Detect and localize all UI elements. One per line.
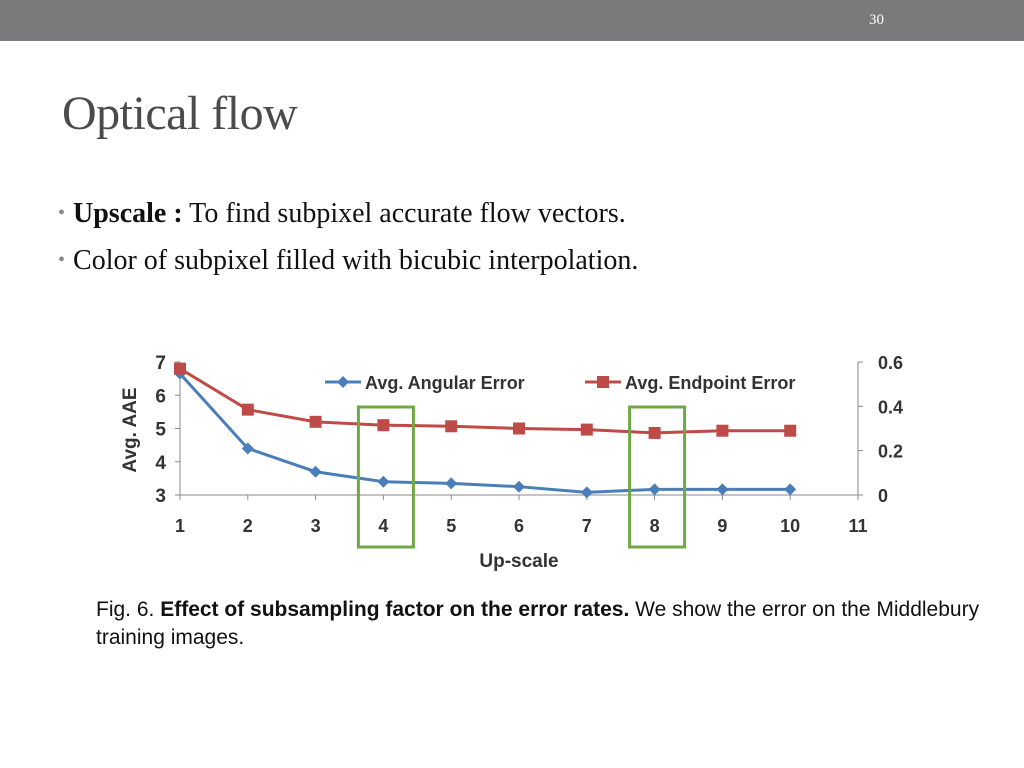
caption-text: We show the error on the Middlebury trai… <box>96 598 980 649</box>
x-tick-label: 6 <box>514 516 524 536</box>
angular-error-point <box>784 483 797 496</box>
highlight-box <box>628 405 687 549</box>
bullet-list: • Upscale : To find subpixel accurate flo… <box>58 190 638 284</box>
legend-label: Avg. Angular Error <box>365 373 525 393</box>
x-tick-label: 11 <box>848 516 867 536</box>
bullet-dot-icon: • <box>58 202 66 224</box>
left-tick-label: 5 <box>155 420 166 441</box>
left-tick-label: 7 <box>155 353 166 374</box>
caption-prefix: Fig. 6. <box>96 598 161 621</box>
bullet-dot-icon: • <box>58 249 66 271</box>
angular-error-point <box>445 477 458 490</box>
x-tick-label: 4 <box>378 516 388 536</box>
angular-error-point <box>377 475 390 488</box>
right-tick-label: 0.6 <box>878 353 903 373</box>
bullet-text: To find subpixel accurate flow vectors. <box>182 198 626 229</box>
page-number: 30 <box>869 12 884 28</box>
x-tick-label: 8 <box>650 516 660 536</box>
endpoint-error-point <box>513 422 525 435</box>
series-line-2 <box>179 367 791 435</box>
endpoint-error-point <box>445 420 458 433</box>
left-axis-label: Avg. AAE <box>120 387 141 472</box>
x-tick-label: 3 <box>311 516 321 536</box>
top-bar: 30 <box>0 0 1024 41</box>
endpoint-error-point <box>174 362 186 375</box>
endpoint-error-point <box>648 426 661 439</box>
x-tick-label: 5 <box>446 516 456 536</box>
right-tick-label: 0.2 <box>878 442 903 462</box>
right-tick-label: 0 <box>878 486 888 506</box>
endpoint-error-point <box>241 403 254 416</box>
endpoint-error-point <box>716 424 729 437</box>
left-tick-label: 6 <box>155 386 166 407</box>
x-tick-label: 10 <box>780 516 800 536</box>
angular-error-point <box>241 442 254 455</box>
endpoint-error-point <box>309 415 322 428</box>
x-tick-label: 7 <box>582 516 592 536</box>
left-tick-label: 4 <box>155 453 166 474</box>
angular-error-point <box>716 483 729 496</box>
legend-marker <box>337 376 349 388</box>
angular-error-point <box>513 480 525 493</box>
x-tick-label: 1 <box>175 516 185 536</box>
bullet-item: • Upscale : To find subpixel accurate flo… <box>58 190 638 237</box>
x-tick-label: 9 <box>717 516 727 536</box>
endpoint-error-point <box>377 419 390 432</box>
endpoint-error-point <box>784 424 797 437</box>
angular-error-point <box>648 483 661 496</box>
angular-error-point <box>309 465 322 478</box>
legend-marker <box>597 376 609 388</box>
bullet-bold: Upscale : <box>73 198 183 229</box>
x-tick-label: 2 <box>243 516 253 536</box>
slide-title: Optical flow <box>62 87 298 140</box>
figure-caption: Fig. 6. Effect of subsampling factor on … <box>96 596 996 652</box>
error-rate-chart: 3 4 5 6 7 0 0.2 0.4 0.6 1 2 3 4 5 6 7 8 9 10 11 Up-scale Avg.… <box>120 353 903 572</box>
angular-error-point <box>580 486 593 499</box>
right-tick-label: 0.4 <box>878 397 903 417</box>
series-line-1 <box>178 372 791 494</box>
legend-label: Avg. Endpoint Error <box>625 373 795 393</box>
x-axis-label: Up-scale <box>479 551 558 572</box>
highlight-box <box>356 405 415 549</box>
left-tick-label: 3 <box>155 486 166 507</box>
bullet-item: • Color of subpixel filled with bicubic i… <box>58 237 638 284</box>
bullet-text: Color of subpixel filled with bicubic in… <box>73 245 639 276</box>
endpoint-error-point <box>580 423 593 436</box>
caption-bold: Effect of subsampling factor on the erro… <box>160 598 630 621</box>
